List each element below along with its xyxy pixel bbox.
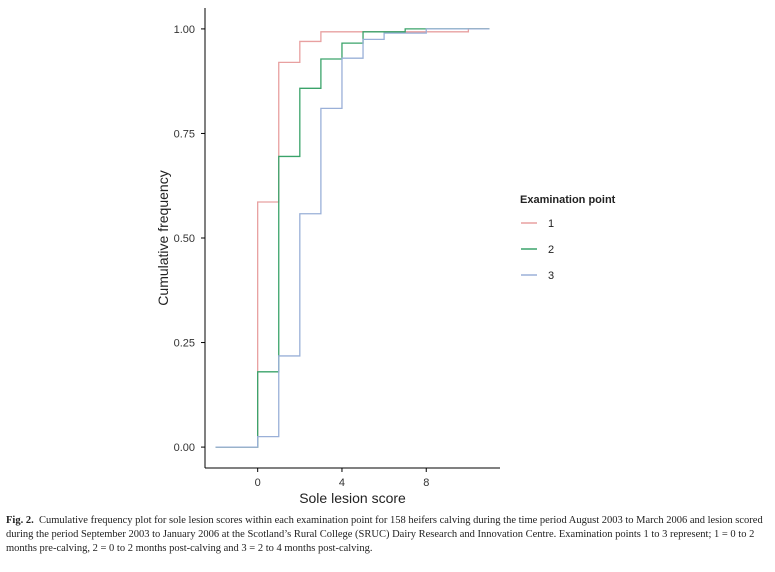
series-line-2	[215, 28, 490, 448]
series-layer	[215, 28, 490, 448]
y-tick-label: 0.50	[174, 233, 195, 245]
figure-caption: Fig. 2. Cumulative frequency plot for so…	[6, 514, 771, 556]
legend-label-1: 1	[548, 218, 554, 230]
caption-label: Fig. 2.	[6, 515, 34, 526]
y-tick-label: 1.00	[174, 24, 195, 36]
x-tick-label: 8	[423, 477, 429, 489]
y-axis-title: Cumulative frequency	[155, 170, 171, 305]
y-tick-label: 0.00	[174, 442, 195, 454]
y-tick-label: 0.75	[174, 128, 195, 140]
x-tick-label: 4	[339, 477, 345, 489]
y-tick-label: 0.25	[174, 338, 195, 350]
legend: Examination point 1 2 3	[520, 194, 616, 282]
y-axis-ticks: 0.00 0.25 0.50 0.75 1.00	[174, 24, 205, 454]
x-axis-title: Sole lesion score	[299, 490, 406, 506]
cumulative-frequency-chart: 0.00 0.25 0.50 0.75 1.00 0 4 8 Sole lesion sco…	[155, 8, 616, 506]
legend-label-3: 3	[548, 270, 554, 282]
series-line-3	[215, 28, 490, 448]
series-line-1	[215, 28, 490, 448]
legend-label-2: 2	[548, 244, 554, 256]
caption-text: Cumulative frequency plot for sole lesio…	[6, 515, 763, 554]
legend-title: Examination point	[520, 194, 616, 206]
x-tick-label: 0	[255, 477, 261, 489]
x-axis-ticks: 0 4 8	[255, 468, 429, 489]
